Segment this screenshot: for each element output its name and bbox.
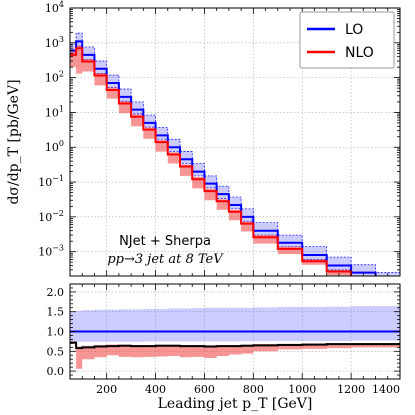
main-y-tick-label: 10−3 <box>38 244 64 259</box>
ratio-y-tick-label: 1.0 <box>47 326 65 339</box>
x-axis-label: Leading jet p_T [GeV] <box>158 396 313 412</box>
main-line-nlo <box>70 47 353 276</box>
legend-label-lo: LO <box>345 22 363 38</box>
annotation-process: pp→3 jet at 8 TeV <box>107 252 224 267</box>
x-tick-labels: 200 400 600 800 1000 1200 1400 <box>96 383 400 396</box>
main-y-tick-label: 102 <box>45 70 64 85</box>
x-tick-label: 200 <box>96 383 117 396</box>
legend-box <box>299 11 395 69</box>
main-y-tick-label: 104 <box>45 0 64 15</box>
ratio-uncertainty-bands <box>70 306 400 369</box>
annotation-generator: NJet + Sherpa <box>119 234 211 249</box>
legend: LO NLO <box>299 11 395 69</box>
ratio-line-nlo <box>70 341 400 350</box>
x-tick-label: 1200 <box>337 383 365 396</box>
main-y-tick-label: 10−2 <box>38 209 64 224</box>
x-tick-label: 1000 <box>288 383 316 396</box>
main-y-tick-label: 10−1 <box>38 174 64 189</box>
main-y-axis-label: dσ/dp_T [pb/GeV] <box>6 79 22 204</box>
main-panel: 10−3 10−2 10−1 100 101 102 103 104 dσ/dp_T [pb/… <box>6 0 401 277</box>
main-series-lines <box>70 40 377 276</box>
ratio-band-nlo <box>70 341 400 369</box>
x-tick-label: 1400 <box>372 383 400 396</box>
main-y-tick-labels: 10−3 10−2 10−1 100 101 102 103 104 <box>38 0 64 259</box>
legend-label-nlo: NLO <box>345 45 374 61</box>
main-y-tick-label: 103 <box>45 35 64 50</box>
ratio-y-tick-label: 1.5 <box>47 306 65 319</box>
x-tick-label: 400 <box>145 383 166 396</box>
main-frame <box>69 7 401 277</box>
x-tick-label: 600 <box>194 383 215 396</box>
ratio-y-tick-label: 2.0 <box>47 286 65 299</box>
ratio-ticks <box>70 284 400 379</box>
main-y-tick-label: 100 <box>45 139 64 154</box>
main-ticks <box>70 7 400 277</box>
ratio-panel: 0.0 0.5 1.0 1.5 2.0 200 400 600 800 1000 1200 1400… <box>47 283 401 412</box>
ratio-y-tick-label: 0.5 <box>47 345 65 358</box>
ratio-series-lines <box>70 330 400 350</box>
main-y-tick-label: 101 <box>45 104 64 119</box>
ratio-y-tick-labels: 0.0 0.5 1.0 1.5 2.0 <box>47 286 65 378</box>
ratio-y-tick-label: 0.0 <box>47 365 65 378</box>
ratio-band-lo <box>70 306 400 343</box>
x-tick-label: 800 <box>243 383 264 396</box>
